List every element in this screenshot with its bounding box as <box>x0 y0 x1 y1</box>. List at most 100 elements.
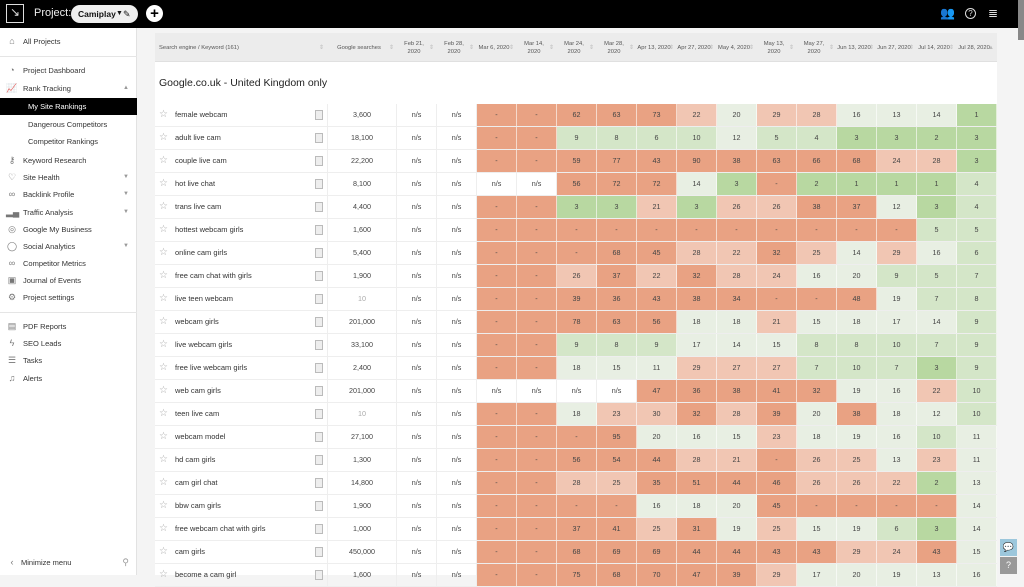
column-date[interactable]: Mar 6, 2020 ⇕ <box>477 33 517 62</box>
star-icon[interactable]: ☆ <box>159 431 168 442</box>
note-icon[interactable] <box>315 409 323 419</box>
sidebar-item-seo-leads[interactable]: ϟ SEO Leads <box>0 335 137 352</box>
note-icon[interactable] <box>315 455 323 465</box>
column-keyword[interactable]: Search engine / Keyword (161) ⇕ <box>155 33 327 62</box>
sidebar-item-journal-of-events[interactable]: ▣ Journal of Events <box>0 272 137 289</box>
minimize-menu-button[interactable]: ‹ Minimize menu ⚲ <box>0 554 137 571</box>
star-icon[interactable]: ☆ <box>159 477 168 488</box>
note-icon[interactable] <box>315 432 323 442</box>
note-icon[interactable] <box>315 248 323 258</box>
star-icon[interactable]: ☆ <box>159 546 168 557</box>
column-date[interactable]: May 27, 2020 ⇕ <box>797 33 837 62</box>
sidebar-item-my-site-rankings[interactable]: My Site Rankings <box>0 98 137 115</box>
sort-icon[interactable]: ⇕ <box>908 45 914 51</box>
column-date[interactable]: Mar 28, 2020 ⇕ <box>597 33 637 62</box>
sort-icon[interactable]: ⇕ <box>548 45 554 51</box>
column-date[interactable]: Mar 14, 2020 ⇕ <box>517 33 557 62</box>
sidebar-item-competitor-rankings[interactable]: Competitor Rankings <box>0 133 137 150</box>
note-icon[interactable] <box>315 133 323 143</box>
star-icon[interactable]: ☆ <box>159 155 168 166</box>
edit-icon[interactable]: ✎ <box>123 9 131 19</box>
sidebar-item-pdf-reports[interactable]: ▤ PDF Reports <box>0 318 137 335</box>
sidebar-item-site-health[interactable]: ♡ Site Health ▼ <box>0 169 137 186</box>
column-date[interactable]: Jun 13, 2020 ⇕ <box>837 33 877 62</box>
star-icon[interactable]: ☆ <box>159 224 168 235</box>
note-icon[interactable] <box>315 524 323 534</box>
note-icon[interactable] <box>315 340 323 350</box>
note-icon[interactable] <box>315 294 323 304</box>
sort-icon[interactable]: ⇕ <box>788 45 794 51</box>
note-icon[interactable] <box>315 501 323 511</box>
note-icon[interactable] <box>315 478 323 488</box>
sidebar-item-dangerous-competitors[interactable]: Dangerous Competitors <box>0 116 137 133</box>
star-icon[interactable]: ☆ <box>159 247 168 258</box>
page-scrollbar[interactable] <box>1018 0 1024 40</box>
column-date[interactable]: Jul 28, 2020 ▲ <box>957 33 997 62</box>
star-icon[interactable]: ☆ <box>159 316 168 327</box>
sort-icon[interactable]: ⇕ <box>428 45 434 51</box>
sort-icon[interactable]: ⇕ <box>508 45 514 51</box>
sort-icon[interactable]: ⇕ <box>948 45 954 51</box>
sort-icon[interactable]: ⇕ <box>668 45 674 51</box>
sort-icon[interactable]: ⇕ <box>588 45 594 51</box>
users-icon[interactable]: 👥 <box>940 6 955 20</box>
sidebar-item-rank-tracking[interactable]: 📈 Rank Tracking ▲ <box>0 80 137 97</box>
note-icon[interactable] <box>315 271 323 281</box>
note-icon[interactable] <box>315 110 323 120</box>
sidebar-item-tasks[interactable]: ☰ Tasks <box>0 352 137 369</box>
sort-icon[interactable]: ⇕ <box>318 45 324 51</box>
sidebar-item-all-projects[interactable]: ⌂ All Projects <box>0 33 137 50</box>
sort-icon[interactable]: ⇕ <box>828 45 834 51</box>
sidebar-item-social-analytics[interactable]: ◯ Social Analytics ▼ <box>0 238 137 255</box>
note-icon[interactable] <box>315 317 323 327</box>
star-icon[interactable]: ☆ <box>159 339 168 350</box>
chat-icon[interactable]: 💬 <box>1000 539 1017 556</box>
pin-icon[interactable]: ⚲ <box>122 557 129 567</box>
column-date[interactable]: Feb 28, 2020 ⇕ <box>437 33 477 62</box>
sidebar-item-traffic-analysis[interactable]: ▂▄ Traffic Analysis ▼ <box>0 204 137 221</box>
star-icon[interactable]: ☆ <box>159 362 168 373</box>
star-icon[interactable]: ☆ <box>159 454 168 465</box>
note-icon[interactable] <box>315 363 323 373</box>
star-icon[interactable]: ☆ <box>159 293 168 304</box>
sidebar-item-google-my-business[interactable]: ◎ Google My Business <box>0 221 137 238</box>
column-date[interactable]: Apr 27, 2020 ⇕ <box>677 33 717 62</box>
project-selector[interactable]: Camiplay ▼ ✎ <box>71 5 138 23</box>
sort-icon[interactable]: ▲ <box>988 45 994 51</box>
note-icon[interactable] <box>315 202 323 212</box>
star-icon[interactable]: ☆ <box>159 201 168 212</box>
column-date[interactable]: Apr 13, 2020 ⇕ <box>637 33 677 62</box>
star-icon[interactable]: ☆ <box>159 132 168 143</box>
star-icon[interactable]: ☆ <box>159 500 168 511</box>
sidebar-item-project-settings[interactable]: ⚙ Project settings <box>0 289 137 306</box>
column-date[interactable]: May 4, 2020 ⇕ <box>717 33 757 62</box>
star-icon[interactable]: ☆ <box>159 408 168 419</box>
star-icon[interactable]: ☆ <box>159 178 168 189</box>
sort-icon[interactable]: ⇕ <box>468 45 474 51</box>
sort-icon[interactable]: ⇕ <box>748 45 754 51</box>
column-date[interactable]: Jul 14, 2020 ⇕ <box>917 33 957 62</box>
sidebar-item-competitor-metrics[interactable]: ∞ Competitor Metrics <box>0 255 137 272</box>
sort-icon[interactable]: ⇕ <box>708 45 714 51</box>
star-icon[interactable]: ☆ <box>159 523 168 534</box>
sidebar-item-alerts[interactable]: ♫ Alerts <box>0 370 137 387</box>
note-icon[interactable] <box>315 225 323 235</box>
sidebar-item-backlink-profile[interactable]: ∞ Backlink Profile ▼ <box>0 186 137 203</box>
notifications-icon[interactable]: ≣ <box>988 6 999 20</box>
column-date[interactable]: Jun 27, 2020 ⇕ <box>877 33 917 62</box>
sidebar-item-project-dashboard[interactable]: ◔ Project Dashboard <box>0 62 137 79</box>
sort-icon[interactable]: ⇕ <box>388 45 394 51</box>
star-icon[interactable]: ☆ <box>159 270 168 281</box>
star-icon[interactable]: ☆ <box>159 109 168 120</box>
sidebar-item-keyword-research[interactable]: ⚷ Keyword Research <box>0 152 137 169</box>
note-icon[interactable] <box>315 156 323 166</box>
help-icon[interactable]: ? <box>965 8 976 19</box>
note-icon[interactable] <box>315 570 323 580</box>
column-date[interactable]: Feb 21, 2020 ⇕ <box>397 33 437 62</box>
note-icon[interactable] <box>315 179 323 189</box>
logo-icon[interactable]: ↘ <box>6 4 24 23</box>
help-button[interactable]: ? <box>1000 557 1017 574</box>
star-icon[interactable]: ☆ <box>159 385 168 396</box>
note-icon[interactable] <box>315 547 323 557</box>
column-date[interactable]: May 13, 2020 ⇕ <box>757 33 797 62</box>
